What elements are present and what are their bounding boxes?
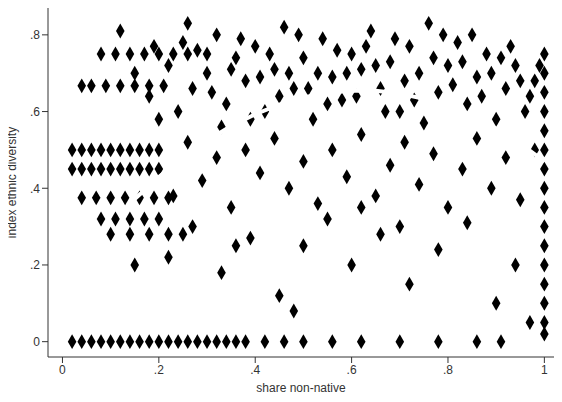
svg-text:.6: .6 xyxy=(30,105,40,119)
svg-text:share non-native: share non-native xyxy=(256,381,346,394)
svg-text:.4: .4 xyxy=(30,182,40,196)
svg-text:.6: .6 xyxy=(347,363,357,377)
svg-text:.2: .2 xyxy=(30,258,40,272)
svg-text:.4: .4 xyxy=(250,363,260,377)
svg-text:0: 0 xyxy=(33,335,40,349)
svg-text:.2: .2 xyxy=(154,363,164,377)
svg-text:1: 1 xyxy=(541,363,548,377)
svg-text:.8: .8 xyxy=(443,363,453,377)
svg-text:index ethnic diversity: index ethnic diversity xyxy=(8,127,19,238)
svg-text:.8: .8 xyxy=(30,28,40,42)
svg-text:0: 0 xyxy=(59,363,66,377)
